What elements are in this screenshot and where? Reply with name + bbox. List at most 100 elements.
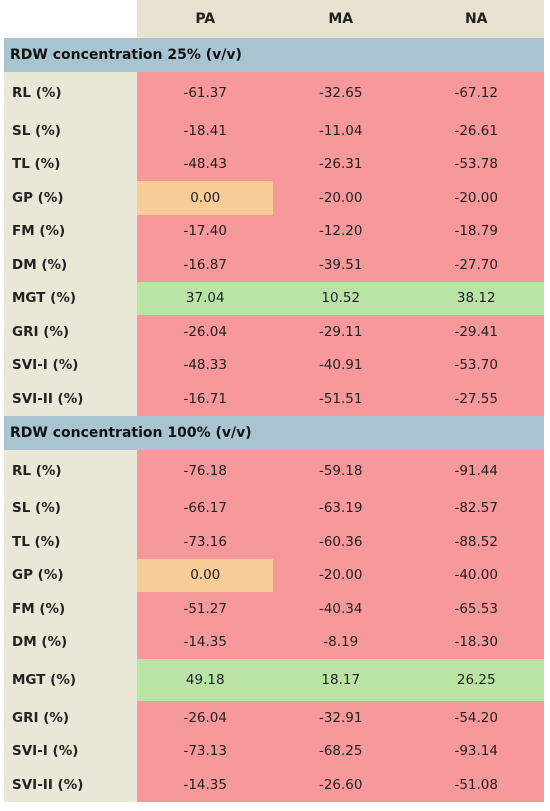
value-cell-ma: -39.51 — [272, 248, 409, 282]
value-cell-ma: 18.17 — [272, 659, 409, 701]
value-cell-ma: -20.00 — [272, 558, 409, 592]
value-cell-ma: -63.19 — [272, 491, 409, 525]
value-cell-pa: -16.87 — [137, 248, 273, 282]
value-cell-ma: -11.04 — [272, 114, 409, 148]
row-label: SL (%) — [4, 114, 138, 148]
row-label: DM (%) — [4, 625, 138, 659]
value-cell-ma: -32.91 — [272, 701, 409, 735]
value-cell-pa: -16.71 — [137, 382, 273, 416]
row-label: TL (%) — [4, 525, 138, 559]
table-row: GP (%) 0.00 -20.00 -20.00 — [4, 181, 544, 215]
table-row: SL (%) -66.17 -63.19 -82.57 — [4, 491, 544, 525]
row-label: SVI-II (%) — [4, 768, 138, 802]
value-cell-na: 26.25 — [408, 659, 544, 701]
table-row: RL (%) -61.37 -32.65 -67.12 — [4, 72, 544, 114]
row-label: SVI-I (%) — [4, 348, 138, 382]
value-cell-pa: -48.33 — [137, 348, 273, 382]
header-blank-cell — [4, 0, 138, 38]
table-row: GRI (%) -26.04 -29.11 -29.41 — [4, 315, 544, 349]
section-header-row: RDW concentration 100% (v/v) — [4, 415, 544, 450]
value-cell-pa: -26.04 — [137, 315, 273, 349]
table-row: FM (%) -51.27 -40.34 -65.53 — [4, 592, 544, 626]
table-row: DM (%) -14.35 -8.19 -18.30 — [4, 625, 544, 659]
table-body: RDW concentration 25% (v/v) RL (%) -61.37-… — [4, 38, 544, 802]
row-label: RL (%) — [4, 449, 138, 492]
value-cell-pa: 0.00 — [137, 181, 273, 215]
value-cell-na: -26.61 — [408, 114, 544, 148]
value-cell-pa: -17.40 — [137, 214, 273, 248]
value-cell-na: -40.00 — [408, 558, 544, 592]
value-cell-na: -27.55 — [408, 382, 544, 416]
value-cell-na: -27.70 — [408, 248, 544, 282]
value-cell-pa: -73.16 — [137, 525, 273, 559]
value-cell-na: -93.14 — [408, 734, 544, 768]
header-row: PA MA NA — [4, 0, 544, 38]
value-cell-na: -82.57 — [408, 491, 544, 525]
row-label: GRI (%) — [4, 315, 138, 349]
row-label: GRI (%) — [4, 701, 138, 735]
value-cell-ma: -20.00 — [272, 181, 409, 215]
value-cell-na: -88.52 — [408, 525, 544, 559]
value-cell-na: -29.41 — [408, 315, 544, 349]
value-cell-ma: -68.25 — [272, 734, 409, 768]
table-row: SVI-I (%) -48.33 -40.91 -53.70 — [4, 348, 544, 382]
value-cell-na: -53.78 — [408, 147, 544, 181]
value-cell-pa: -76.18 — [137, 449, 273, 492]
value-cell-ma: -60.36 — [272, 525, 409, 559]
table-row: TL (%) -48.43 -26.31 -53.78 — [4, 147, 544, 181]
section-title: RDW concentration 25% (v/v) — [4, 38, 544, 72]
value-cell-na: -20.00 — [408, 181, 544, 215]
value-cell-pa: 0.00 — [137, 558, 273, 592]
row-label: SL (%) — [4, 491, 138, 525]
table-row: SVI-II (%) -16.71 -51.51 -27.55 — [4, 382, 544, 416]
results-table: PA MA NA RDW concentration 25% (v/v) RL (… — [4, 0, 544, 802]
value-cell-pa: -61.37 — [137, 72, 273, 114]
value-cell-na: -65.53 — [408, 592, 544, 626]
table-row: FM (%) -17.40 -12.20 -18.79 — [4, 214, 544, 248]
table-row: SVI-I (%) -73.13 -68.25 -93.14 — [4, 734, 544, 768]
value-cell-na: -91.44 — [408, 449, 544, 492]
row-label: DM (%) — [4, 248, 138, 282]
value-cell-ma: -32.65 — [272, 72, 409, 114]
table-row: SVI-II (%) -14.35 -26.60 -51.08 — [4, 768, 544, 802]
value-cell-na: -67.12 — [408, 72, 544, 114]
value-cell-pa: -48.43 — [137, 147, 273, 181]
value-cell-pa: -26.04 — [137, 701, 273, 735]
value-cell-na: -18.30 — [408, 625, 544, 659]
value-cell-ma: 10.52 — [272, 281, 409, 315]
value-cell-pa: -14.35 — [137, 625, 273, 659]
value-cell-pa: -14.35 — [137, 768, 273, 802]
value-cell-ma: -40.34 — [272, 592, 409, 626]
table-row: GP (%) 0.00 -20.00 -40.00 — [4, 558, 544, 592]
value-cell-ma: -51.51 — [272, 382, 409, 416]
table-row: MGT (%) 49.18 18.17 26.25 — [4, 659, 544, 701]
row-label: GP (%) — [4, 181, 138, 215]
section-title: RDW concentration 100% (v/v) — [4, 415, 544, 450]
table-row: DM (%) -16.87 -39.51 -27.70 — [4, 248, 544, 282]
value-cell-ma: -29.11 — [272, 315, 409, 349]
value-cell-na: -18.79 — [408, 214, 544, 248]
value-cell-pa: 49.18 — [137, 659, 273, 701]
row-label: MGT (%) — [4, 659, 138, 701]
column-header-pa: PA — [137, 0, 273, 38]
value-cell-ma: -26.60 — [272, 768, 409, 802]
value-cell-pa: -51.27 — [137, 592, 273, 626]
row-label: RL (%) — [4, 72, 138, 114]
table-row: GRI (%) -26.04 -32.91 -54.20 — [4, 701, 544, 735]
section-header-row: RDW concentration 25% (v/v) — [4, 38, 544, 72]
value-cell-na: -54.20 — [408, 701, 544, 735]
row-label: TL (%) — [4, 147, 138, 181]
value-cell-ma: -59.18 — [272, 449, 409, 492]
row-label: SVI-I (%) — [4, 734, 138, 768]
table-row: SL (%) -18.41 -11.04 -26.61 — [4, 114, 544, 148]
table-row: MGT (%) 37.04 10.52 38.12 — [4, 281, 544, 315]
value-cell-pa: -73.13 — [137, 734, 273, 768]
value-cell-ma: -12.20 — [272, 214, 409, 248]
value-cell-na: -51.08 — [408, 768, 544, 802]
column-header-na: NA — [408, 0, 544, 38]
value-cell-na: -53.70 — [408, 348, 544, 382]
value-cell-ma: -40.91 — [272, 348, 409, 382]
column-header-ma: MA — [272, 0, 409, 38]
table-row: RL (%) -76.18 -59.18 -91.44 — [4, 449, 544, 492]
